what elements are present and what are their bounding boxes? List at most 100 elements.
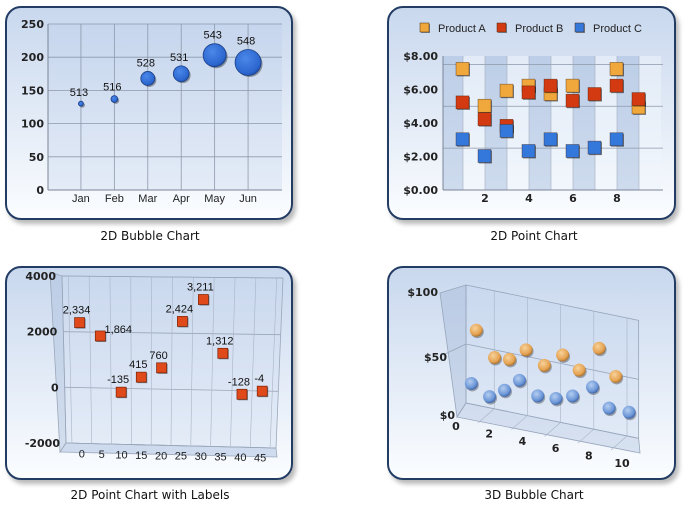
- bubble-label: 516: [103, 82, 121, 94]
- point-product-c: [499, 124, 514, 138]
- bubble: [78, 100, 84, 107]
- point-product-a: [477, 98, 492, 113]
- y-tick-label: $100: [407, 286, 438, 299]
- data-label: -135: [107, 374, 129, 386]
- floor: [456, 402, 641, 454]
- y-tick-label: $0.00: [403, 184, 438, 197]
- sphere-bubble: [488, 351, 502, 365]
- x-tick-label: Jun: [239, 193, 257, 205]
- point-product-b: [609, 78, 624, 93]
- bubble: [110, 95, 119, 103]
- x-tick-label: 40: [234, 452, 246, 464]
- x-tick-label: 20: [155, 450, 167, 462]
- x-tick-label: 5: [99, 449, 105, 461]
- y-tick-label: 100: [21, 118, 44, 131]
- gridline-floor: [478, 408, 495, 424]
- sphere-bubble: [609, 369, 623, 383]
- point-product-b: [521, 85, 536, 100]
- gridline-x: [249, 277, 257, 448]
- x-tick-label: 6: [552, 442, 560, 455]
- sphere-bubble: [483, 390, 497, 404]
- point-product-a: [455, 62, 470, 76]
- sphere-bubble: [592, 341, 606, 355]
- point-product-b: [455, 95, 470, 110]
- caption-3d-bubble-chart: 3D Bubble Chart: [484, 488, 584, 502]
- point-product-c: [521, 144, 536, 158]
- labeled-point-chart-panel: [5, 266, 293, 480]
- y-tick-label: 150: [21, 84, 44, 97]
- y-tick-label: $6.00: [403, 84, 438, 97]
- sphere-bubble: [622, 405, 636, 419]
- data-point: [94, 330, 106, 342]
- point-product-c: [587, 140, 602, 155]
- gridline-x: [130, 276, 132, 445]
- y-tick-label: 0: [51, 381, 59, 394]
- bubble: [140, 71, 156, 86]
- x-tick-label: 0: [79, 448, 85, 460]
- data-label: 1,312: [206, 335, 234, 347]
- gridline-x: [210, 277, 215, 447]
- x-tick-label: Mar: [138, 193, 157, 205]
- y-tick-label: 0: [36, 184, 44, 197]
- sphere-bubble: [469, 323, 483, 337]
- plot-band: [443, 56, 463, 190]
- data-label: -4: [254, 373, 264, 385]
- data-point: [217, 347, 229, 359]
- data-point: [156, 362, 167, 374]
- point-product-b: [631, 92, 646, 106]
- caption-2d-point-chart-with-labels: 2D Point Chart with Labels: [70, 488, 230, 502]
- legend-marker: [496, 22, 507, 33]
- point-product-c: [455, 132, 470, 147]
- x-tick-label: 0: [452, 420, 460, 433]
- data-point: [198, 294, 209, 305]
- point-product-c: [477, 149, 492, 163]
- x-tick-label: 4: [525, 192, 533, 205]
- sphere-bubble: [549, 391, 563, 405]
- sphere-bubble: [602, 401, 616, 415]
- sphere-bubble: [572, 363, 586, 377]
- y-tick-label: 250: [21, 18, 44, 31]
- bubble-label: 528: [137, 57, 155, 69]
- data-label: 760: [149, 350, 167, 362]
- bubble-label: 543: [203, 30, 221, 42]
- x-tick-label: 2: [485, 427, 493, 440]
- sphere-bubble: [556, 348, 570, 362]
- sphere-bubble: [498, 383, 511, 397]
- x-tick-label: 10: [614, 457, 630, 470]
- y-tick-label: 2000: [27, 326, 58, 339]
- point-product-c: [543, 132, 558, 147]
- caption-2d-point-chart: 2D Point Chart: [490, 229, 578, 243]
- gridline-x: [88, 276, 93, 444]
- bubble: [172, 65, 190, 83]
- point-product-b: [477, 112, 492, 126]
- x-tick-label: 10: [115, 449, 127, 461]
- sphere-bubble: [566, 389, 580, 403]
- y-tick-label: $50: [424, 351, 447, 364]
- point-product-b: [565, 93, 580, 108]
- x-tick-label: 4: [519, 435, 527, 448]
- data-label: 2,334: [63, 305, 91, 317]
- y-tick-label: 4000: [25, 270, 56, 283]
- gridline-x: [170, 276, 173, 446]
- y-tick-label: $2.00: [403, 151, 438, 164]
- bubble: [234, 49, 262, 76]
- gridline-floor: [577, 428, 595, 444]
- point-product-b: [587, 87, 602, 101]
- bubble-chart-panel: [5, 6, 293, 220]
- data-point: [256, 385, 268, 397]
- x-tick-label: 2: [481, 192, 489, 205]
- sphere-bubble: [464, 376, 478, 390]
- gridline-x: [269, 277, 278, 448]
- point-product-c: [565, 144, 580, 158]
- bubble-label: 531: [170, 52, 188, 64]
- sphere-bubble: [585, 380, 599, 394]
- data-label: 1,864: [105, 324, 133, 336]
- gridline-x: [109, 276, 112, 445]
- x-tick-label: May: [204, 193, 225, 205]
- x-tick-label: 8: [585, 450, 593, 463]
- y-tick-label: 200: [21, 51, 44, 64]
- caption-2d-bubble-chart: 2D Bubble Chart: [100, 229, 200, 243]
